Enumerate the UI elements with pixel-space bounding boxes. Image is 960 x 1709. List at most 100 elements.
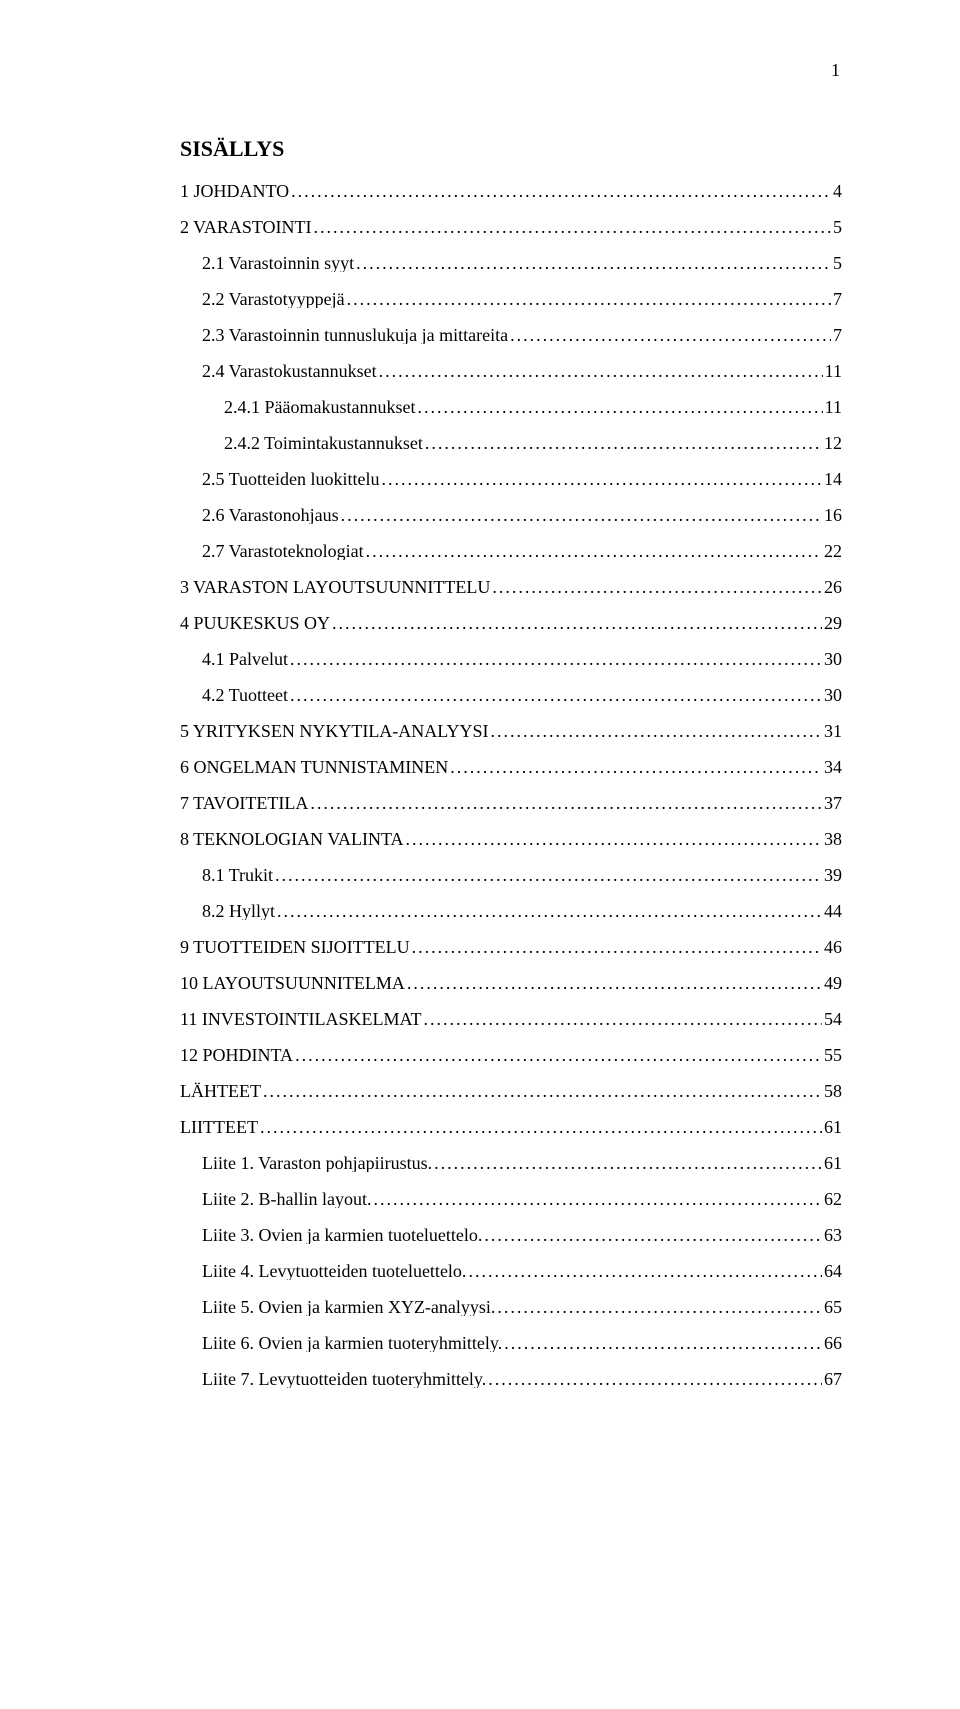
toc-leader-dots bbox=[366, 542, 822, 560]
toc-entry-label: 3 VARASTON LAYOUTSUUNNITTELU bbox=[180, 578, 490, 596]
toc-row: 11 INVESTOINTILASKELMAT54 bbox=[180, 1010, 842, 1028]
toc-row: 2.5 Tuotteiden luokittelu14 bbox=[180, 470, 842, 488]
toc-entry-label: Liite 3. Ovien ja karmien tuoteluettelo. bbox=[202, 1226, 482, 1244]
toc-entry-page: 29 bbox=[824, 614, 842, 632]
toc-leader-dots bbox=[491, 722, 823, 740]
toc-entry-page: 7 bbox=[833, 326, 842, 344]
toc-entry-page: 55 bbox=[824, 1046, 842, 1064]
toc-leader-dots bbox=[347, 290, 831, 308]
toc-entry-page: 26 bbox=[824, 578, 842, 596]
toc-leader-dots bbox=[450, 758, 822, 776]
toc-leader-dots bbox=[260, 1118, 822, 1136]
toc-row: 8.1 Trukit39 bbox=[180, 866, 842, 884]
toc-entry-label: 8.1 Trukit bbox=[202, 866, 273, 884]
toc-entry-page: 46 bbox=[824, 938, 842, 956]
toc-entry-page: 61 bbox=[824, 1118, 842, 1136]
toc-entry-label: 2.7 Varastoteknologiat bbox=[202, 542, 364, 560]
toc-leader-dots bbox=[295, 1046, 822, 1064]
toc-leader-dots bbox=[379, 362, 823, 380]
toc-entry-page: 31 bbox=[824, 722, 842, 740]
toc-leader-dots bbox=[277, 902, 822, 920]
toc-row: 2.6 Varastonohjaus 16 bbox=[180, 506, 842, 524]
toc-row: 2 VARASTOINTI 5 bbox=[180, 218, 842, 236]
toc-entry-label: 2.6 Varastonohjaus bbox=[202, 506, 339, 524]
toc-entry-page: 5 bbox=[833, 218, 842, 236]
toc-entry-label: 5 YRITYKSEN NYKYTILA-ANALYYSI bbox=[180, 722, 489, 740]
toc-entry-page: 16 bbox=[824, 506, 842, 524]
toc-entry-page: 12 bbox=[824, 434, 842, 452]
toc-leader-dots bbox=[423, 1010, 822, 1028]
toc-row: 6 ONGELMAN TUNNISTAMINEN34 bbox=[180, 758, 842, 776]
toc-entry-label: 8.2 Hyllyt bbox=[202, 902, 275, 920]
toc-leader-dots bbox=[407, 974, 822, 992]
toc-entry-page: 37 bbox=[824, 794, 842, 812]
toc-entry-label: LÄHTEET bbox=[180, 1082, 261, 1100]
toc-leader-dots bbox=[332, 614, 822, 632]
toc-row: 2.7 Varastoteknologiat 22 bbox=[180, 542, 842, 560]
toc-row: Liite 5. Ovien ja karmien XYZ-analyysi.6… bbox=[180, 1298, 842, 1316]
toc-entry-page: 64 bbox=[824, 1262, 842, 1280]
toc-leader-dots bbox=[504, 1334, 822, 1352]
toc-entry-page: 63 bbox=[824, 1226, 842, 1244]
toc-entry-page: 22 bbox=[824, 542, 842, 560]
page-number: 1 bbox=[831, 60, 840, 81]
toc-row: Liite 4. Levytuotteiden tuoteluettelo. 64 bbox=[180, 1262, 842, 1280]
toc-entry-page: 49 bbox=[824, 974, 842, 992]
toc-leader-dots bbox=[382, 470, 822, 488]
toc-entry-label: 2.4 Varastokustannukset bbox=[202, 362, 377, 380]
toc-entry-label: Liite 4. Levytuotteiden tuoteluettelo. bbox=[202, 1262, 466, 1280]
toc-entry-label: LIITTEET bbox=[180, 1118, 258, 1136]
toc-entry-label: 2 VARASTOINTI bbox=[180, 218, 312, 236]
toc-entry-label: 2.4.2 Toimintakustannukset bbox=[224, 434, 423, 452]
toc-row: 12 POHDINTA55 bbox=[180, 1046, 842, 1064]
toc-row: 2.4.2 Toimintakustannukset 12 bbox=[180, 434, 842, 452]
toc-leader-dots bbox=[356, 254, 831, 272]
toc-leader-dots bbox=[290, 650, 822, 668]
toc-entry-label: 2.1 Varastoinnin syyt bbox=[202, 254, 354, 272]
toc-leader-dots bbox=[412, 938, 822, 956]
toc-row: 2.2 Varastotyyppejä7 bbox=[180, 290, 842, 308]
toc-entry-page: 67 bbox=[824, 1370, 842, 1388]
toc-entry-page: 30 bbox=[824, 686, 842, 704]
toc-leader-dots bbox=[406, 830, 822, 848]
toc-entry-label: 1 JOHDANTO bbox=[180, 182, 289, 200]
toc-entry-page: 14 bbox=[824, 470, 842, 488]
toc-row: Liite 2. B-hallin layout. 62 bbox=[180, 1190, 842, 1208]
toc-row: LÄHTEET58 bbox=[180, 1082, 842, 1100]
toc-row: 2.4 Varastokustannukset 11 bbox=[180, 362, 842, 380]
toc-entry-page: 44 bbox=[824, 902, 842, 920]
toc-entry-label: 4 PUUKESKUS OY bbox=[180, 614, 330, 632]
toc-leader-dots bbox=[417, 398, 822, 416]
toc-leader-dots bbox=[275, 866, 822, 884]
toc-entry-page: 61 bbox=[824, 1154, 842, 1172]
toc-leader-dots bbox=[291, 182, 831, 200]
toc-row: 1 JOHDANTO4 bbox=[180, 182, 842, 200]
toc-leader-dots bbox=[492, 578, 822, 596]
toc-entry-page: 11 bbox=[825, 398, 842, 416]
toc-entry-label: Liite 5. Ovien ja karmien XYZ-analyysi. bbox=[202, 1298, 495, 1316]
toc-entry-label: Liite 2. B-hallin layout. bbox=[202, 1190, 371, 1208]
toc-leader-dots bbox=[434, 1154, 822, 1172]
toc-entry-label: Liite 7. Levytuotteiden tuoteryhmittely. bbox=[202, 1370, 486, 1388]
toc-entry-label: 2.2 Varastotyyppejä bbox=[202, 290, 345, 308]
toc-entry-label: 4.1 Palvelut bbox=[202, 650, 288, 668]
toc-leader-dots bbox=[510, 326, 831, 344]
toc-entry-label: 2.3 Varastoinnin tunnuslukuja ja mittare… bbox=[202, 326, 508, 344]
toc-row: 4.2 Tuotteet 30 bbox=[180, 686, 842, 704]
toc-leader-dots bbox=[425, 434, 822, 452]
toc-entry-page: 62 bbox=[824, 1190, 842, 1208]
toc-leader-dots bbox=[341, 506, 822, 524]
toc-leader-dots bbox=[263, 1082, 822, 1100]
toc-entry-label: 9 TUOTTEIDEN SIJOITTELU bbox=[180, 938, 410, 956]
toc-entry-page: 11 bbox=[825, 362, 842, 380]
toc-row: 5 YRITYKSEN NYKYTILA-ANALYYSI 31 bbox=[180, 722, 842, 740]
toc-entry-label: 4.2 Tuotteet bbox=[202, 686, 288, 704]
toc-leader-dots bbox=[488, 1370, 822, 1388]
toc-entry-page: 30 bbox=[824, 650, 842, 668]
toc-row: Liite 7. Levytuotteiden tuoteryhmittely.… bbox=[180, 1370, 842, 1388]
toc-row: LIITTEET 61 bbox=[180, 1118, 842, 1136]
toc-entry-page: 38 bbox=[824, 830, 842, 848]
toc-entry-page: 66 bbox=[824, 1334, 842, 1352]
toc-leader-dots bbox=[290, 686, 822, 704]
toc-row: 4 PUUKESKUS OY 29 bbox=[180, 614, 842, 632]
